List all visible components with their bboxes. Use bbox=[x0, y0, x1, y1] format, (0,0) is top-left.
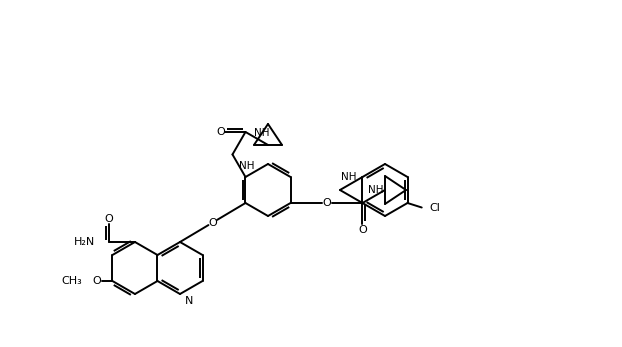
Text: CH₃: CH₃ bbox=[62, 276, 82, 286]
Text: O: O bbox=[208, 218, 217, 228]
Text: N: N bbox=[185, 296, 193, 306]
Text: NH: NH bbox=[239, 161, 255, 171]
Text: NH: NH bbox=[341, 171, 357, 181]
Text: O: O bbox=[93, 276, 101, 286]
Text: H₂N: H₂N bbox=[74, 237, 95, 247]
Text: NH: NH bbox=[254, 128, 269, 138]
Text: O: O bbox=[216, 127, 225, 137]
Text: O: O bbox=[104, 213, 113, 223]
Text: O: O bbox=[358, 225, 367, 235]
Text: NH: NH bbox=[368, 185, 384, 195]
Text: O: O bbox=[322, 198, 331, 208]
Text: Cl: Cl bbox=[430, 203, 440, 213]
